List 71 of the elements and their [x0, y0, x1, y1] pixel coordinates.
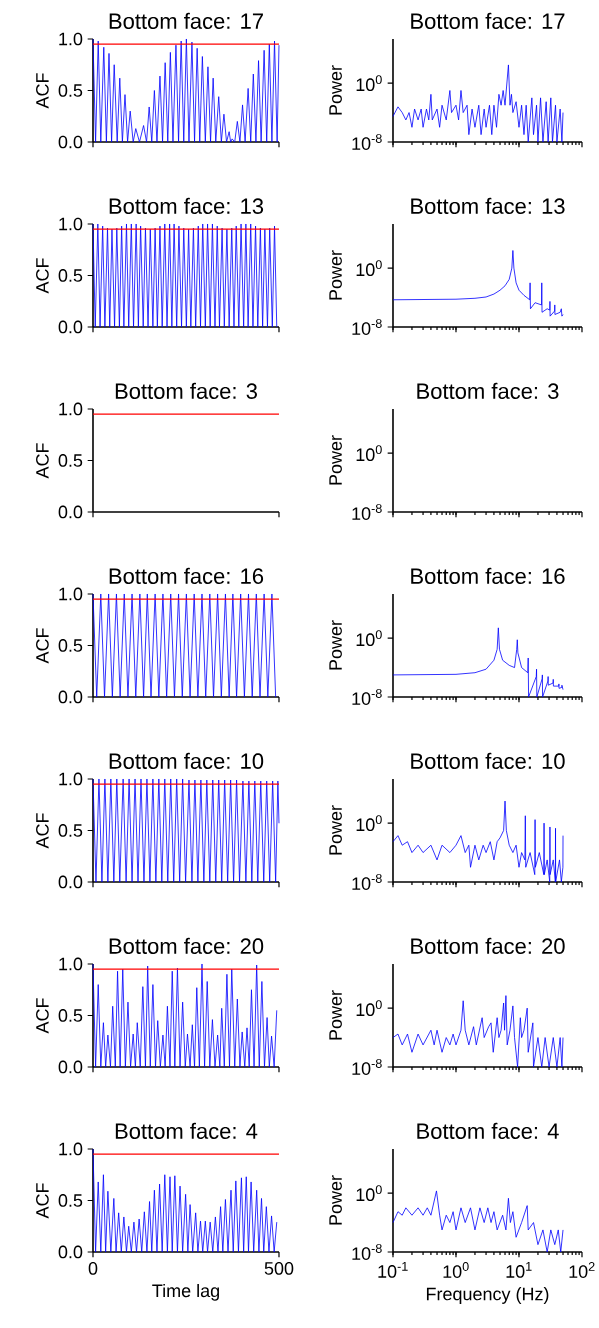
y-axis-title: Power [329, 250, 342, 300]
y-tick-label: 0.5 [58, 454, 83, 467]
y-axis-title: Power [329, 990, 342, 1040]
y-tick-label: 1.0 [59, 1142, 83, 1156]
y-axis-title: ACF [36, 443, 49, 479]
chart-title: Bottom face: 4 [115, 1122, 258, 1139]
y-tick-label: 1.0 [59, 587, 83, 601]
y-axis-title: ACF [36, 73, 49, 109]
y-tick-label: 0.0 [58, 320, 83, 334]
y-tick-label: 10$^{-8}$ [352, 134, 382, 150]
y-axis-title: ACF [36, 628, 49, 664]
x-tick-label: 0 [88, 1262, 98, 1275]
y-tick-label: 10$^{-8}$ [352, 1244, 382, 1260]
chart-title: Bottom face: 16 [411, 567, 565, 584]
y-tick-label: 10$^{0}$ [356, 445, 382, 462]
y-axis-title: Power [329, 620, 342, 670]
chart-title: Bottom face: 13 [109, 197, 264, 214]
y-axis-title: ACF [36, 258, 49, 294]
chart-title: Bottom face: 3 [417, 382, 559, 399]
y-tick-label: 10$^{-8}$ [352, 874, 382, 890]
y-tick-label: 0.0 [58, 135, 83, 149]
y-tick-label: 10$^{-8}$ [352, 319, 382, 335]
y-tick-label: 10$^{0}$ [356, 815, 382, 832]
y-axis-title: Power [329, 805, 342, 855]
y-axis-title: ACF [36, 998, 49, 1034]
y-tick-label: 0.5 [58, 639, 83, 652]
y-axis-title: ACF [36, 1183, 49, 1219]
chart-title: Bottom face: 20 [411, 937, 565, 954]
y-tick-label: 1.0 [59, 772, 83, 786]
chart-title: Bottom face: 16 [109, 567, 264, 584]
y-tick-label: 10$^{-8}$ [352, 1059, 382, 1075]
y-tick-label: 0.5 [58, 824, 83, 837]
x-tick-label: 10$^{2}$ [569, 1262, 595, 1278]
x-tick-label: 10$^{1}$ [506, 1262, 532, 1278]
x-tick-label: 10$^{-1}$ [378, 1262, 408, 1278]
y-tick-label: 10$^{0}$ [356, 1000, 382, 1017]
y-axis-title: ACF [36, 813, 49, 849]
y-tick-label: 10$^{-8}$ [352, 504, 382, 520]
y-tick-label: 10$^{0}$ [356, 1185, 382, 1202]
chart-title: Bottom face: 17 [411, 12, 565, 29]
y-tick-label: 0.0 [58, 690, 83, 704]
y-tick-label: 1.0 [59, 217, 83, 231]
chart-title: Bottom face: 4 [417, 1122, 559, 1139]
y-axis-title: Power [329, 65, 342, 115]
y-axis-title: Power [329, 1175, 342, 1225]
y-tick-label: 0.5 [58, 269, 83, 282]
chart-title: Bottom face: 13 [411, 197, 565, 214]
y-tick-label: 0.0 [58, 505, 83, 519]
y-tick-label: 10$^{0}$ [356, 260, 382, 277]
y-tick-label: 0.0 [58, 1245, 83, 1259]
y-tick-label: 0.5 [58, 1194, 83, 1207]
chart-title: Bottom face: 20 [109, 937, 264, 954]
y-tick-label: 0.5 [58, 1009, 83, 1022]
x-tick-label: 10$^{0}$ [443, 1262, 469, 1278]
y-tick-label: 1.0 [59, 32, 83, 46]
y-axis-title: Power [329, 435, 342, 485]
y-tick-label: 0.5 [58, 84, 83, 97]
x-axis-title: Time lag [152, 1283, 219, 1301]
y-tick-label: 1.0 [59, 957, 83, 971]
y-tick-label: 0.0 [58, 875, 83, 889]
y-tick-label: 10$^{-8}$ [352, 689, 382, 705]
chart-title: Bottom face: 10 [109, 752, 264, 769]
x-axis-title: Frequency (Hz) [426, 1287, 549, 1304]
chart-title: Bottom face: 10 [411, 752, 565, 769]
chart-title: Bottom face: 3 [115, 382, 257, 399]
y-tick-label: 1.0 [59, 402, 83, 416]
x-tick-label: 500 [264, 1262, 294, 1275]
y-tick-label: 0.0 [58, 1060, 83, 1074]
chart-title: Bottom face: 17 [109, 12, 263, 29]
y-tick-label: 10$^{0}$ [356, 75, 382, 92]
y-tick-label: 10$^{0}$ [356, 630, 382, 647]
